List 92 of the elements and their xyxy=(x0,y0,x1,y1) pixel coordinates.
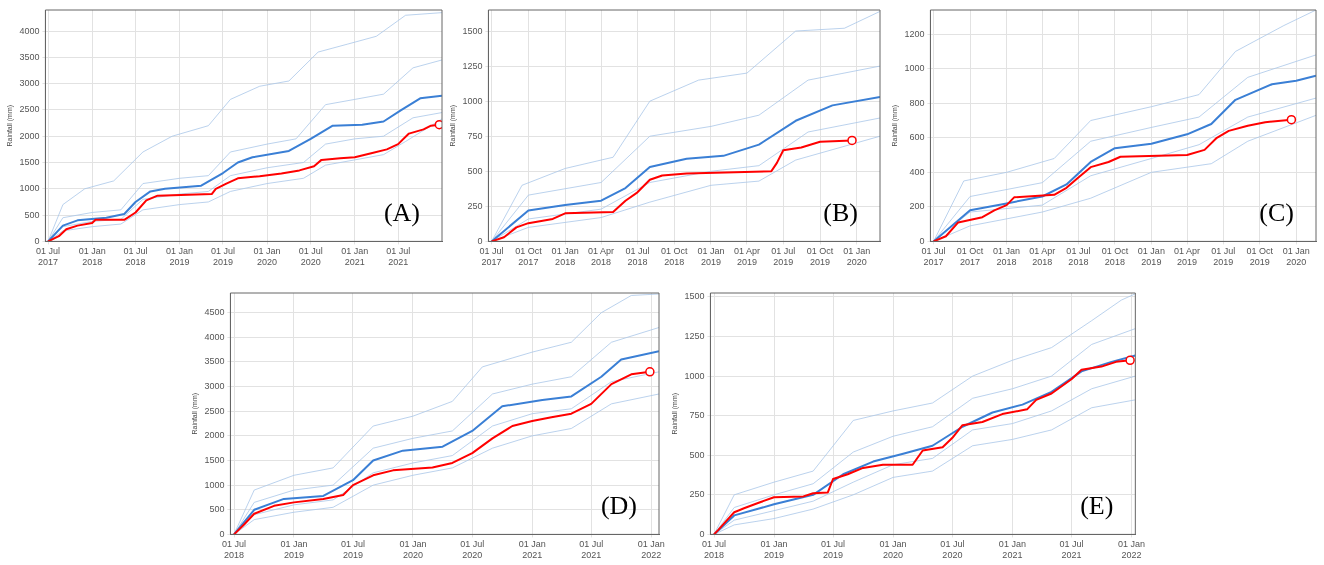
y-tick-label: 2500 xyxy=(19,104,40,115)
x-tick-label: 01 Jan 2021 xyxy=(518,539,546,561)
y-tick-label: 3500 xyxy=(19,51,40,62)
y-tick-label: 0 xyxy=(699,528,705,539)
x-tick-label: 01 Jul 2017 xyxy=(36,246,61,268)
annotation: (A) xyxy=(383,198,420,228)
y-tick-label: 500 xyxy=(689,449,705,460)
y-tick-label: 400 xyxy=(909,166,925,177)
x-tick-label: 01 Jan 2019 xyxy=(760,539,788,561)
x-tick-label: 01 Jan 2020 xyxy=(1282,246,1310,268)
x-tick-label: 01 Jul 2017 xyxy=(921,246,946,268)
x-tick-label: 01 Oct 2017 xyxy=(515,246,543,268)
y-tick-label: 500 xyxy=(24,209,40,220)
y-tick-label: 0 xyxy=(34,235,40,246)
x-tick-label: 01 Jul 2019 xyxy=(1211,246,1236,268)
y-tick-label: 250 xyxy=(689,489,705,500)
x-tick-label: 01 Jul 2019 xyxy=(821,539,846,561)
annotation: (E) xyxy=(1080,491,1114,521)
y-tick-label: 250 xyxy=(467,200,483,211)
x-tick-label: 01 Apr 2019 xyxy=(733,246,760,268)
annotation: (B) xyxy=(823,198,858,228)
y-tick-label: 4000 xyxy=(19,25,40,36)
y-tick-label: 2000 xyxy=(204,430,225,441)
x-tick-label: 01 Jul 2018 xyxy=(1066,246,1091,268)
x-tick-label: 01 Oct 2018 xyxy=(1101,246,1129,268)
y-tick-label: 0 xyxy=(919,235,925,246)
y-tick-label: 600 xyxy=(909,132,925,143)
y-tick-label: 0 xyxy=(219,528,225,539)
y-tick-label: 1000 xyxy=(904,63,925,74)
x-tick-label: 01 Oct 2019 xyxy=(1246,246,1274,268)
y-tick-label: 500 xyxy=(209,504,225,515)
x-tick-label: 01 Jan 2019 xyxy=(1137,246,1165,268)
y-tick-label: 500 xyxy=(467,165,483,176)
y-tick-label: 3500 xyxy=(204,356,225,367)
y-tick-label: 3000 xyxy=(204,381,225,392)
y-tick-label: 3000 xyxy=(19,78,40,89)
y-tick-label: 750 xyxy=(689,410,705,421)
x-tick-label: 01 Jan 2022 xyxy=(637,539,665,561)
x-tick-label: 01 Jul 2018 xyxy=(123,246,148,268)
x-tick-label: 01 Apr 2018 xyxy=(588,246,615,268)
x-tick-label: 01 Jul 2018 xyxy=(701,539,727,561)
x-tick-label: 01 Jul 2020 xyxy=(298,246,323,268)
x-tick-label: 01 Apr 2018 xyxy=(1029,246,1056,268)
x-tick-label: 01 Jan 2018 xyxy=(551,246,579,268)
x-tick-label: 01 Jan 2021 xyxy=(998,539,1026,561)
x-tick-label: 01 Oct 2017 xyxy=(956,246,984,268)
x-tick-label: 01 Jul 2020 xyxy=(460,539,485,561)
x-tick-label: 01 Oct 2019 xyxy=(806,246,834,268)
y-tick-label: 1500 xyxy=(462,25,483,36)
y-tick-label: 0 xyxy=(477,235,483,246)
x-tick-label: 01 Jul 2021 xyxy=(1059,539,1084,561)
y-tick-label: 2500 xyxy=(204,405,225,416)
y-tick-label: 4000 xyxy=(204,331,225,342)
y-tick-label: 1000 xyxy=(684,370,705,381)
x-tick-label: 01 Jul 2017 xyxy=(479,246,504,268)
x-tick-label: 01 Jul 2018 xyxy=(221,539,247,561)
x-tick-label: 01 Jan 2019 xyxy=(166,246,194,268)
y-tick-label: 800 xyxy=(909,97,925,108)
annotation: (C) xyxy=(1259,198,1294,228)
y-tick-label: 1200 xyxy=(904,28,925,39)
y-tick-label: 750 xyxy=(467,130,483,141)
x-tick-label: 01 Oct 2018 xyxy=(660,246,688,268)
x-tick-label: 01 Jan 2020 xyxy=(879,539,907,561)
x-tick-label: 01 Jan 2019 xyxy=(697,246,725,268)
x-tick-label: 01 Jul 2018 xyxy=(625,246,650,268)
x-tick-label: 01 Jul 2019 xyxy=(210,246,235,268)
y-tick-label: 1500 xyxy=(19,157,40,167)
y-tick-label: 1250 xyxy=(462,60,483,71)
y-tick-label: 1500 xyxy=(684,291,705,302)
x-tick-label: 01 Jan 2020 xyxy=(399,539,427,561)
x-tick-label: 01 Jul 2020 xyxy=(940,539,965,561)
y-tick-label: 200 xyxy=(909,201,925,212)
x-tick-label: 01 Apr 2019 xyxy=(1174,246,1201,268)
y-tick-label: 1250 xyxy=(684,331,705,342)
x-tick-label: 01 Jul 2021 xyxy=(386,246,411,268)
x-tick-label: 01 Jan 2020 xyxy=(253,246,281,268)
y-tick-label: 4500 xyxy=(204,307,225,318)
y-tick-label: 1000 xyxy=(19,183,40,194)
y-tick-label: 1000 xyxy=(204,479,225,490)
x-tick-label: 01 Jan 2022 xyxy=(1117,539,1145,561)
x-tick-label: 01 Jul 2019 xyxy=(340,539,365,561)
x-tick-label: 01 Jul 2021 xyxy=(579,539,604,561)
x-tick-label: 01 Jan 2019 xyxy=(280,539,308,561)
annotation: (D) xyxy=(600,491,637,521)
y-tick-label: 2000 xyxy=(19,130,40,141)
y-tick-label: 1000 xyxy=(462,95,483,106)
x-tick-label: 01 Jan 2020 xyxy=(843,246,871,268)
x-tick-label: 01 Jan 2018 xyxy=(78,246,106,268)
x-tick-label: 01 Jul 2019 xyxy=(771,246,796,268)
y-tick-label: 1500 xyxy=(204,454,225,465)
x-tick-label: 01 Jan 2021 xyxy=(341,246,369,268)
x-tick-label: 01 Jan 2018 xyxy=(993,246,1021,268)
